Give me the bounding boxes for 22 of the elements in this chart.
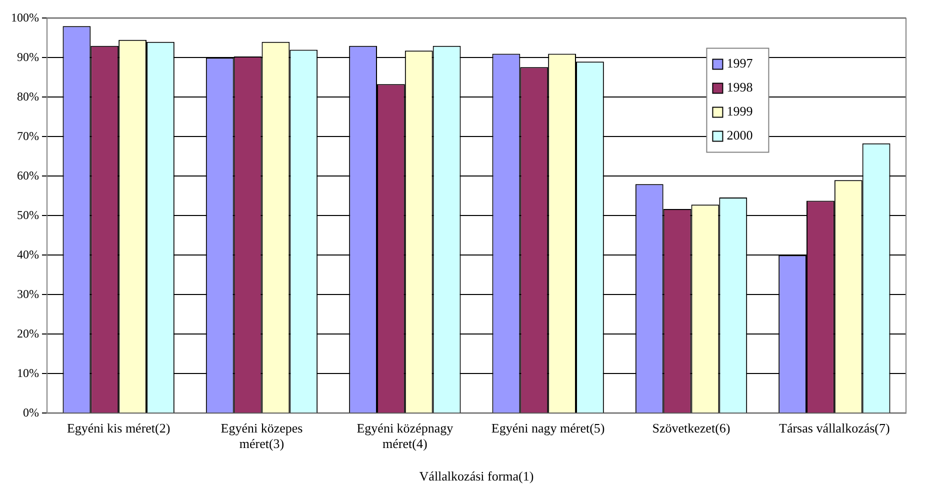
x-tick-label: Egyéni nagy méret(5) <box>491 420 605 436</box>
y-tick-label: 20% <box>16 326 39 340</box>
y-tick-label: 100% <box>10 10 39 24</box>
y-tick-label: 40% <box>16 247 39 262</box>
y-tick-label: 0% <box>22 405 39 420</box>
y-tick-label: 90% <box>16 50 39 64</box>
legend-label: 1999 <box>726 104 753 119</box>
y-tick-label: 70% <box>16 128 39 143</box>
x-tick-label: Társas vállalkozás(7) <box>779 420 890 436</box>
x-tick-label: Egyéni közepes méret(3) <box>220 420 303 452</box>
y-tick-label: 30% <box>16 286 39 301</box>
legend-label: 1998 <box>726 80 753 95</box>
y-tick-label: 60% <box>16 168 39 182</box>
x-axis-title: Vállalkozási forma(1) <box>419 468 534 484</box>
y-tick-label: 50% <box>16 208 39 222</box>
legend-label: 2000 <box>726 128 753 143</box>
y-tick-label: 10% <box>16 366 39 380</box>
x-tick-label: Egyéni középnagy méret(4) <box>356 420 454 452</box>
x-tick-label: Szövetkezet(6) <box>652 420 730 436</box>
legend-label: 1997 <box>726 56 754 71</box>
y-tick-label: 80% <box>16 89 39 104</box>
x-tick-label: Egyéni kis méret(2) <box>66 420 170 436</box>
